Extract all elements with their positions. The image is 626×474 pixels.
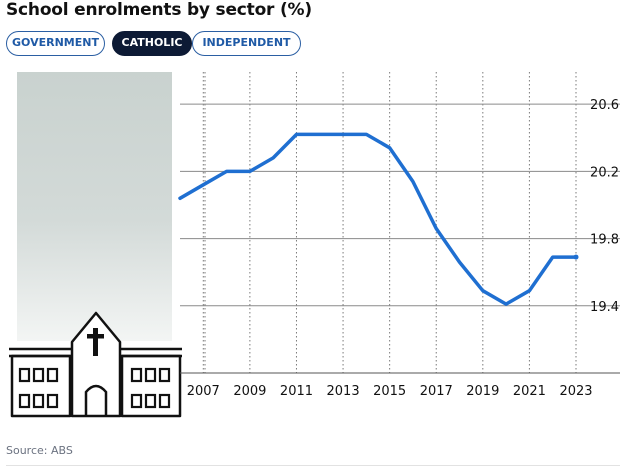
source-note: Source: ABS [6,444,73,457]
x-tick-label: 2013 [327,384,360,399]
y-tick-label: 20.2 [590,165,619,180]
x-tick-label: 2015 [373,384,406,399]
icon-background-panel [17,72,172,341]
y-tick-label: 19.8 [590,233,619,248]
church-school-icon [9,311,182,418]
y-tick-label: 19.4 [590,300,619,315]
x-tick-label: 2023 [559,384,592,399]
tab-government[interactable]: GOVERNMENT [6,31,105,56]
x-tick-label: 2021 [513,384,546,399]
series-end-point [573,254,579,260]
chart-title: School enrolments by sector (%) [6,0,312,20]
x-tick-label: 2019 [466,384,499,399]
x-tick-label: 2007 [187,384,220,399]
tab-catholic[interactable]: CATHOLIC [112,31,192,56]
x-tick-label: 2011 [280,384,313,399]
chart-area: 20.6 20.2 19.8 19.4 2007 2009 2011 2013 2015 2017… [0,64,626,434]
x-tick-label: 2017 [420,384,453,399]
series-line [178,132,578,306]
y-tick-label: 20.6 [590,98,619,113]
x-tick-label: 2009 [233,384,266,399]
bottom-divider [6,465,620,466]
line-chart: 20.6 20.2 19.8 19.4 2007 2009 2011 2013 2015 2017… [178,72,620,399]
tab-independent[interactable]: INDEPENDENT [192,31,301,56]
